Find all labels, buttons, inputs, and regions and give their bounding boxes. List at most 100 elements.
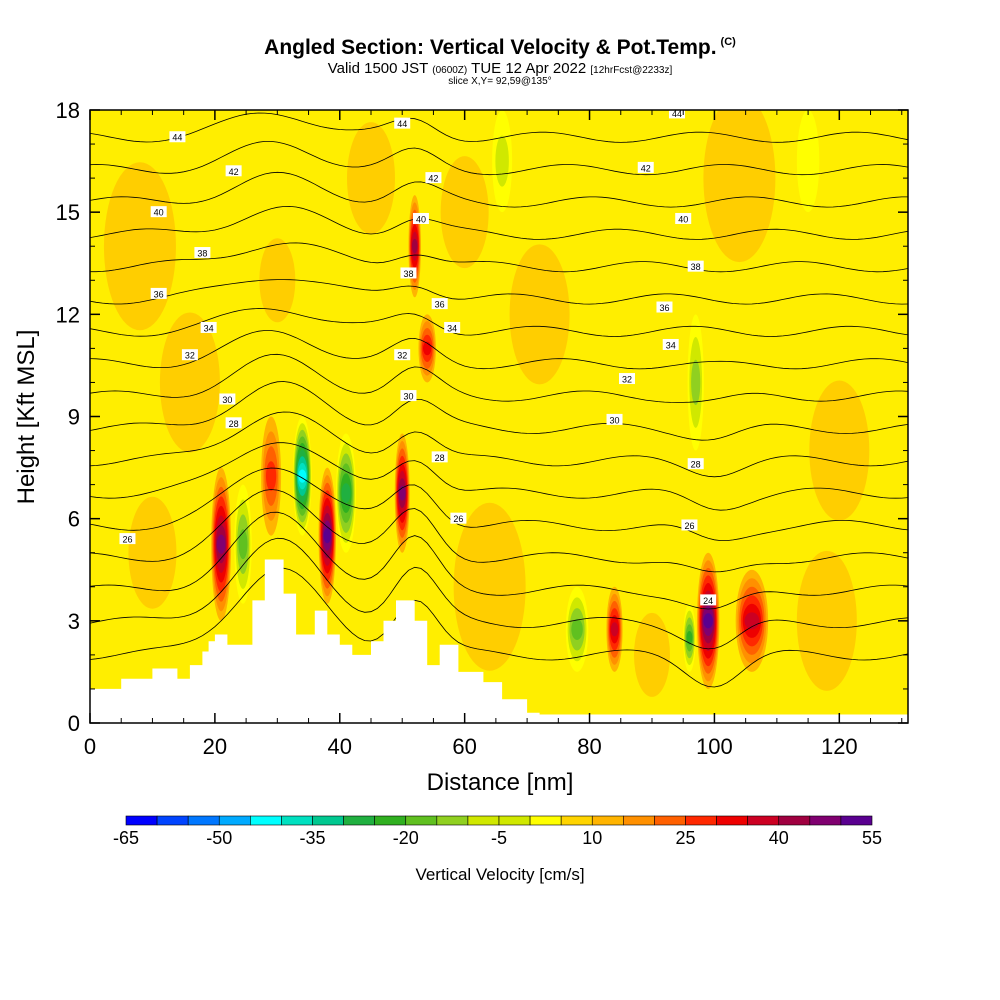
contour-label-text: 40	[416, 214, 426, 224]
contour-label-text: 30	[222, 395, 232, 405]
colorbar-swatch	[560, 815, 593, 826]
colorbar-swatch	[623, 815, 655, 826]
contour-label-text: 44	[172, 133, 182, 143]
y-tick-label: 6	[68, 507, 80, 532]
contour-label-text: 32	[622, 375, 632, 385]
velocity-cell	[238, 529, 248, 560]
colorbar-label: Vertical Velocity [cm/s]	[415, 865, 584, 884]
velocity-cell	[691, 359, 701, 406]
x-tick-label: 40	[328, 734, 352, 759]
contour-label-28: 28	[225, 417, 242, 429]
contour-label-28: 28	[687, 458, 704, 470]
contour-label-text: 44	[672, 109, 682, 119]
contour-label-34: 34	[200, 321, 217, 333]
theta-contour	[90, 411, 908, 478]
theta-contour	[90, 381, 908, 441]
contour-label-text: 26	[122, 535, 132, 545]
velocity-cell	[796, 110, 820, 213]
contour-label-text: 34	[204, 323, 214, 333]
y-tick-label: 3	[68, 609, 80, 634]
terrain-base	[90, 714, 908, 723]
contour-label-28: 28	[431, 451, 448, 463]
colorbar-swatch	[405, 815, 438, 826]
x-tick-label: 0	[84, 734, 96, 759]
colorbar-swatch	[436, 815, 469, 826]
colorbar-swatch	[125, 815, 158, 826]
colorbar-swatch	[529, 815, 562, 826]
colorbar-swatch	[591, 815, 624, 826]
colorbar-swatch	[685, 815, 717, 826]
contour-label-38: 38	[194, 247, 211, 259]
contour-label-30: 30	[400, 390, 417, 402]
theta-contour	[90, 330, 908, 370]
x-tick-label: 120	[821, 734, 858, 759]
contour-label-text: 30	[403, 392, 413, 402]
colorbar-swatch	[498, 815, 531, 826]
contour-label-40: 40	[150, 206, 167, 218]
colorbar-tick-label: -5	[491, 828, 507, 848]
contour-label-text: 32	[397, 351, 407, 361]
contour-label-26: 26	[450, 512, 467, 524]
field-patch	[346, 122, 395, 235]
field-patch	[703, 110, 776, 263]
theta-contour	[90, 308, 908, 337]
theta-contour	[90, 279, 908, 305]
field-patch	[103, 162, 176, 331]
theta-contour	[116, 110, 908, 111]
theta-contour	[90, 567, 908, 688]
theta-contour	[90, 171, 908, 208]
theta-contour	[90, 0, 908, 13]
x-tick-label: 20	[203, 734, 227, 759]
velocity-cell	[571, 618, 583, 640]
contour-label-text: 36	[435, 300, 445, 310]
colorbar-tick-label: -65	[113, 828, 139, 848]
x-tick-label: 60	[452, 734, 476, 759]
velocity-cell	[411, 238, 418, 254]
contour-label-36: 36	[150, 287, 167, 299]
contour-label-text: 24	[703, 596, 713, 606]
contour-label-text: 40	[154, 208, 164, 218]
contour-label-text: 36	[659, 303, 669, 313]
contour-label-text: 38	[197, 249, 207, 259]
colorbar-swatch	[250, 815, 282, 826]
colorbar-swatch	[374, 815, 407, 826]
colorbar-tick-label: 10	[582, 828, 602, 848]
contour-label-text: 34	[447, 323, 457, 333]
field-patch	[259, 238, 296, 323]
colorbar-swatch	[747, 815, 780, 826]
y-tick-label: 0	[68, 711, 80, 736]
contour-label-text: 28	[691, 460, 701, 470]
velocity-cell	[341, 483, 351, 504]
valid-time: Valid 1500 JST	[327, 60, 429, 77]
colorbar-swatch	[343, 815, 375, 826]
contour-label-text: 26	[453, 514, 463, 524]
colorbar-swatch	[156, 815, 189, 826]
colorbar-tick-label: -50	[206, 828, 232, 848]
contour-label-26: 26	[119, 533, 136, 545]
contour-label-text: 42	[229, 167, 239, 177]
field-patch	[453, 502, 526, 671]
y-axis-label: Height [Kft MSL]	[13, 330, 40, 505]
colorbar-tick-label: 25	[675, 828, 695, 848]
forecast-info: [12hrFcst@2233z]	[590, 65, 673, 76]
colorbar-swatch	[716, 815, 748, 826]
slice-info: slice X,Y= 92,59@135°	[448, 76, 552, 87]
contour-label-36: 36	[656, 301, 673, 313]
contour-label-text: 30	[610, 415, 620, 425]
colorbar-swatch	[840, 815, 873, 826]
contour-label-44: 44	[394, 117, 411, 129]
theta-contour	[90, 537, 908, 650]
theta-contour	[90, 205, 908, 240]
contour-label-26: 26	[681, 519, 698, 531]
contour-label-text: 28	[229, 419, 239, 429]
colorbar-tick-label: -20	[393, 828, 419, 848]
y-tick-label: 18	[56, 98, 80, 123]
colorbar-swatch	[312, 815, 344, 826]
contour-label-text: 42	[641, 163, 651, 173]
velocity-cell	[323, 528, 331, 544]
colorbar-tick-label: 40	[769, 828, 789, 848]
colorbar-swatch	[778, 815, 811, 826]
terrain-silhouette	[90, 559, 540, 723]
colorbar-swatch	[654, 815, 686, 826]
